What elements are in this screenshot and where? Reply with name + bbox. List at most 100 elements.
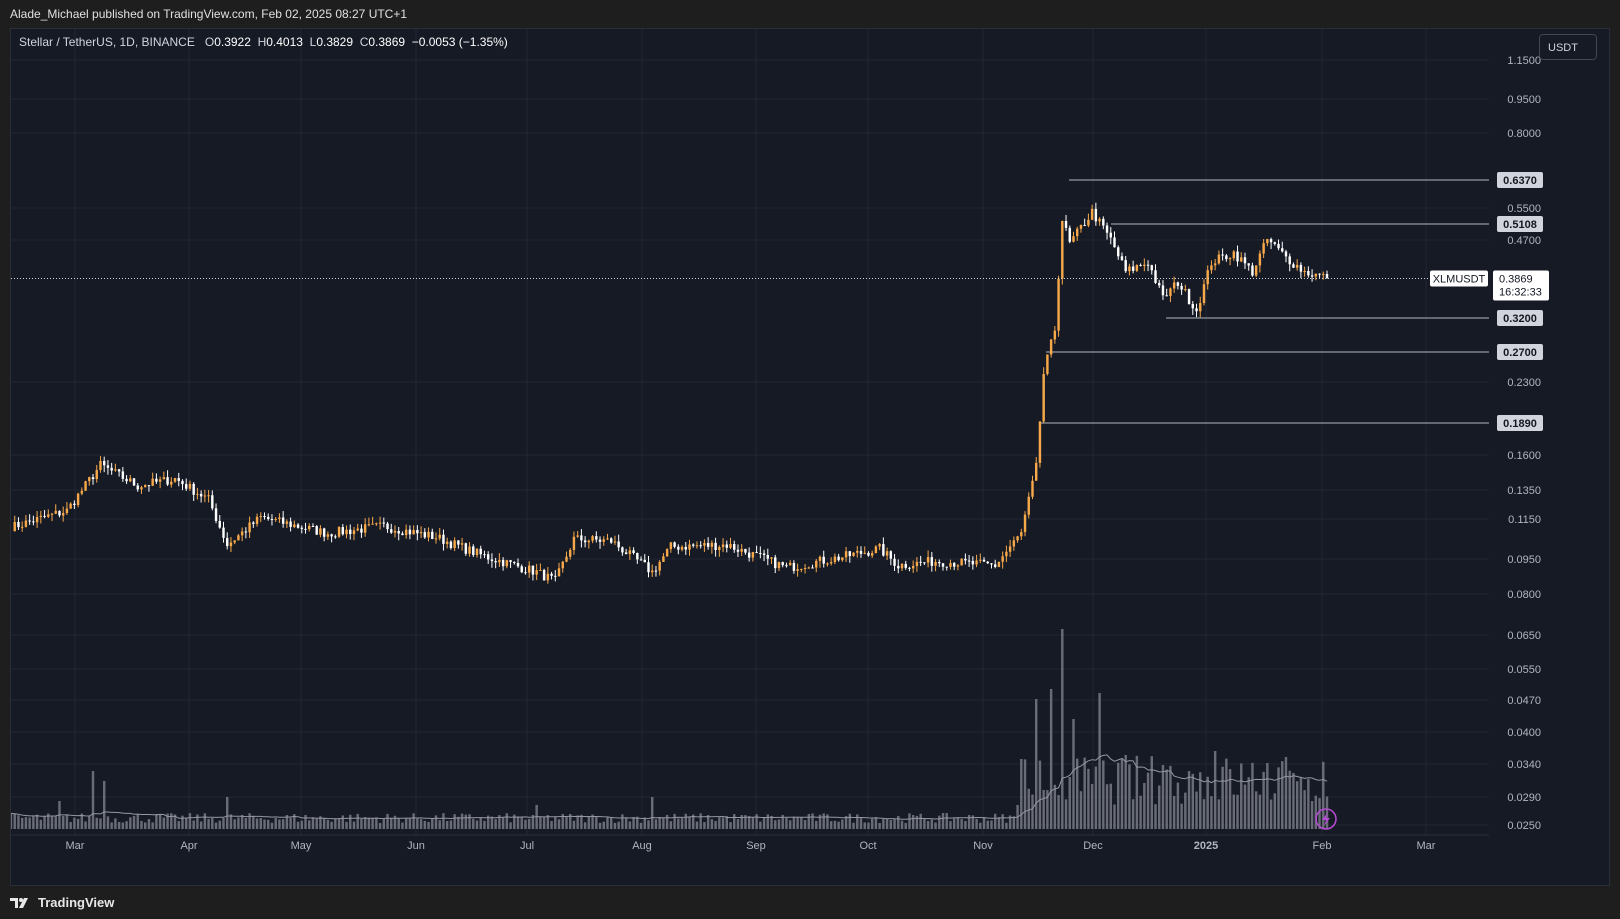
candle-body [1061,220,1064,279]
volume-bar [744,815,747,829]
symbol-title: Stellar / TetherUS, 1D, BINANCE [19,35,195,49]
candle-body [244,531,248,533]
volume-bar [651,797,654,829]
candle-body [259,516,262,518]
chart-panel[interactable]: 1.1500 0.9500 0.8000 0.5500 0.4700 0.2300 0.16… [10,28,1610,886]
candle-body [1008,546,1012,552]
candle-body [505,560,509,567]
candle-body [938,561,941,564]
volume-bar [1146,772,1150,829]
volume-bar [930,819,934,829]
candle-body [341,527,345,535]
volume-bar [979,822,982,829]
candle-body [934,561,937,566]
candle-body [867,552,870,556]
candle-body [311,526,315,528]
candle-body [1307,270,1310,276]
volume-bar [520,816,523,829]
volume-bar [102,781,106,829]
candle-body [345,529,348,535]
horizontal-levels[interactable] [1041,179,1489,424]
candle-body [1150,265,1153,271]
candle-body [371,523,374,525]
level-tag-bg [1497,310,1543,326]
volume-bar [867,822,870,829]
price-chart[interactable]: 1.1500 0.9500 0.8000 0.5500 0.4700 0.2300 0.16… [11,29,1611,887]
candle-body [967,560,971,562]
volume-bar [73,817,76,829]
volume-bar [1266,763,1269,829]
candle-body [777,562,781,569]
volume-bar [636,816,639,829]
level-tag-bg [1497,344,1543,360]
time-tick-label: Mar [66,840,85,852]
volume-bar [1131,799,1135,829]
currency-button[interactable]: USDT [1539,34,1597,60]
volume-bar [61,815,65,829]
tradingview-logo-icon[interactable] [10,896,32,910]
volume-bar [788,820,792,829]
volume-bar [438,820,441,829]
candle-body [1035,462,1038,481]
volume-bar [770,815,773,829]
volume-bar [155,814,158,829]
candle-body [1049,339,1053,355]
candle-body [1314,273,1318,277]
candle-body [542,569,546,581]
volume-bar [524,819,527,829]
volume-bar [322,817,326,829]
candle-body [1299,264,1303,272]
volume-bar [1113,804,1116,829]
volume-bar [173,814,177,829]
candle-body [99,460,102,471]
candle-body [226,537,229,547]
volume-bar [207,818,210,829]
volume-bar [539,816,542,829]
candle-body [706,543,710,547]
candle-body [755,552,758,554]
candle-body [192,483,195,495]
volume-bar [334,818,337,829]
volume-bar [688,816,691,829]
volume-bar [293,814,296,829]
price-axis[interactable]: 1.1500 0.9500 0.8000 0.5500 0.4700 0.2300 0.16… [1497,55,1543,832]
volume-bar [490,816,494,829]
volume-bar [874,817,878,829]
time-axis[interactable]: Mar Apr May Jun Jul Aug Sep Oct Nov Dec 2025 Feb Mar [11,834,1489,852]
candle-body [408,529,412,535]
volume-bar [54,815,57,829]
volume-bar [319,816,322,829]
volume-bar [565,816,568,829]
candle-body [43,515,46,517]
volume-bar [1232,794,1236,829]
candle-body [844,551,848,558]
candle-body [1217,254,1221,264]
candle-body [255,516,259,524]
candle-body [289,521,292,527]
volume-bar [252,816,255,829]
lightning-icon[interactable] [1315,808,1337,830]
symbol-legend[interactable]: Stellar / TetherUS, 1D, BINANCE O0.3922 … [19,35,508,49]
candle-body [1184,289,1187,291]
candle-body [222,527,225,538]
candle-body [662,556,665,562]
volume-bar [587,816,591,829]
candle-body [166,477,169,485]
volume-bar [431,818,434,829]
volume-bar [1120,758,1124,829]
candle-body [1318,273,1321,275]
volume-bar [121,822,125,829]
price-tick-label: 0.1350 [1507,485,1541,497]
volume-bar [1254,791,1258,829]
publish-info: Alade_Michael published on TradingView.c… [0,0,1620,28]
candle-body [401,533,404,536]
volume-bar [1035,699,1038,829]
candle-body [382,522,386,524]
price-tick-label: 0.0800 [1507,589,1541,601]
candle-body [1094,208,1098,222]
volume-bar [80,813,84,829]
candle-body [304,528,307,530]
time-tick-label: Feb [1313,840,1332,852]
price-tick-label: 0.0400 [1507,727,1541,739]
volume-bar [774,820,777,829]
